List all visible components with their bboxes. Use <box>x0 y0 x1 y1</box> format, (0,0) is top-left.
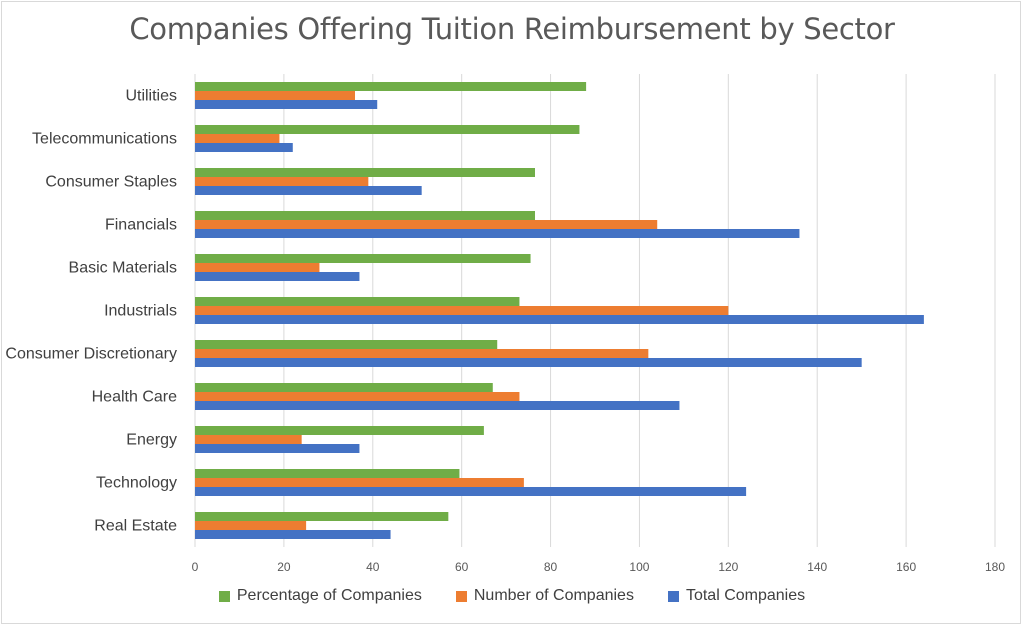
x-tick-label: 80 <box>544 560 558 574</box>
bar <box>195 521 307 530</box>
bar <box>195 177 369 186</box>
category-label: Basic Materials <box>69 260 177 277</box>
bar <box>195 401 680 410</box>
category-label: Consumer Staples <box>45 174 177 191</box>
category-label: Energy <box>126 432 177 449</box>
chart-title: Companies Offering Tuition Reimbursement… <box>129 12 895 46</box>
legend-item: Number of Companies <box>455 587 634 605</box>
x-tick-label: 0 <box>192 560 199 574</box>
bar <box>195 263 320 272</box>
category-label: Telecommunications <box>32 131 177 148</box>
bar <box>195 229 800 238</box>
bar <box>195 125 580 134</box>
bar <box>195 186 422 195</box>
bar <box>195 82 587 91</box>
bar <box>195 358 862 367</box>
legend-label: Percentage of Companies <box>236 587 422 604</box>
bar <box>195 220 658 229</box>
bar <box>195 306 729 315</box>
category-label: Financials <box>105 217 177 234</box>
x-tick-label: 20 <box>277 560 291 574</box>
bar <box>195 297 520 306</box>
bar <box>195 168 535 177</box>
category-label: Technology <box>96 475 177 492</box>
bar <box>195 478 524 487</box>
legend-swatch <box>667 590 679 602</box>
bar <box>195 512 449 521</box>
bar <box>195 469 460 478</box>
bar <box>195 134 280 143</box>
legend-label: Total Companies <box>685 587 806 604</box>
bar <box>195 100 378 109</box>
bar <box>195 91 355 100</box>
legend-label: Number of Companies <box>473 587 634 604</box>
x-tick-label: 180 <box>985 560 1005 574</box>
bar <box>195 530 391 539</box>
bar <box>195 211 535 220</box>
x-tick-label: 60 <box>455 560 469 574</box>
bar <box>195 426 484 435</box>
bar <box>195 272 360 281</box>
bar <box>195 487 747 496</box>
bar <box>195 435 302 444</box>
bar <box>195 444 360 453</box>
bar <box>195 143 293 152</box>
category-label: Industrials <box>104 303 177 320</box>
x-tick-label: 140 <box>807 560 827 574</box>
category-label: Utilities <box>125 88 177 105</box>
x-tick-label: 120 <box>718 560 738 574</box>
bar <box>195 349 649 358</box>
legend-swatch <box>218 590 230 602</box>
legend-item: Percentage of Companies <box>218 587 422 605</box>
bar <box>195 340 498 349</box>
legend-swatch <box>455 590 467 602</box>
category-label: Consumer Discretionary <box>5 346 177 363</box>
x-tick-label: 100 <box>629 560 649 574</box>
legend-item: Total Companies <box>667 587 806 605</box>
category-label: Health Care <box>92 389 177 406</box>
bar <box>195 254 531 263</box>
x-tick-label: 160 <box>896 560 916 574</box>
bar <box>195 392 520 401</box>
chart-legend: Percentage of Companies Number of Compani… <box>0 587 1024 605</box>
bar <box>195 383 493 392</box>
x-tick-label: 40 <box>366 560 380 574</box>
category-label: Real Estate <box>94 518 177 535</box>
bar <box>195 315 924 324</box>
